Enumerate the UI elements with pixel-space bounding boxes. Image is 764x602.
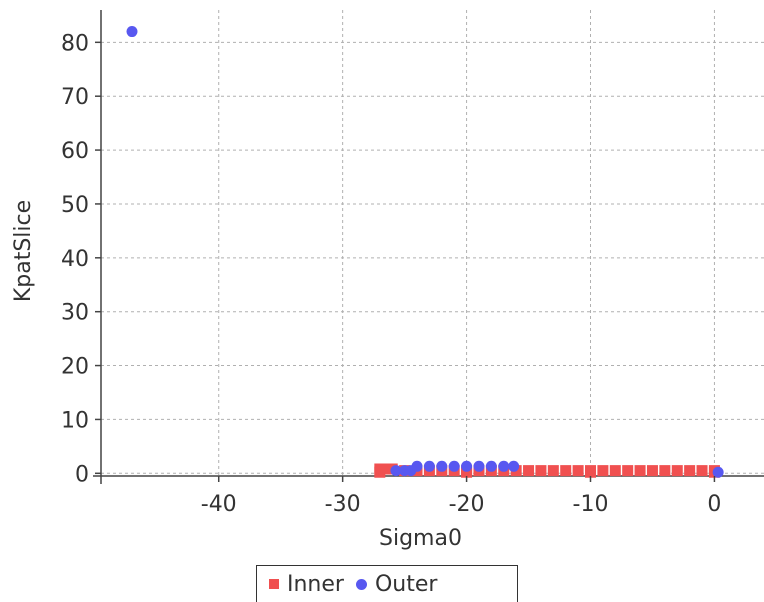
y-tick-label: 30 [61, 301, 89, 326]
y-tick-label: 60 [61, 139, 89, 164]
y-tick-label: 20 [61, 355, 89, 380]
inner-point [609, 465, 621, 477]
inner-point [696, 465, 708, 477]
inner-point [523, 465, 535, 477]
outer-point [473, 460, 485, 472]
x-tick-label: -10 [573, 492, 609, 517]
outer-point [498, 460, 510, 472]
inner-point [634, 465, 646, 477]
inner-point [461, 466, 473, 478]
inner-point [622, 465, 634, 477]
outer-point [436, 460, 448, 472]
data-series [126, 26, 724, 478]
legend-label-inner: Inner [287, 571, 344, 597]
outer-point [461, 460, 473, 472]
outer-point [485, 460, 497, 472]
y-tick-label: 50 [61, 193, 89, 218]
grid [101, 10, 764, 476]
y-tick-label: 70 [61, 85, 89, 110]
inner-point [659, 465, 671, 477]
inner-point [646, 465, 658, 477]
series-outer [126, 26, 724, 478]
x-tick-label: -30 [325, 492, 361, 517]
outer-point [126, 26, 138, 38]
inner-point [585, 466, 597, 478]
inner-point [572, 465, 584, 477]
inner-point [380, 463, 392, 475]
y-axis-title: KpatSlice [11, 200, 36, 302]
inner-point [547, 465, 559, 477]
axes [93, 10, 764, 484]
legend-entry-inner: Inner [269, 572, 344, 597]
x-tick-label: -20 [449, 492, 485, 517]
tick-labels: -40 -30 -20 -10 0 0 10 20 30 40 50 60 70 80 [61, 31, 721, 517]
outer-point [411, 460, 423, 472]
outer-point [390, 465, 402, 477]
y-tick-label: 0 [75, 462, 89, 487]
legend-entry-outer: Outer [355, 571, 438, 597]
outer-point [712, 466, 724, 478]
outer-point [448, 460, 460, 472]
outer-point [508, 460, 520, 472]
legend-label-outer: Outer [374, 571, 438, 597]
legend: Inner Outer [256, 565, 518, 602]
square-marker-icon [269, 579, 279, 589]
inner-point [671, 465, 683, 477]
x-tick-label: -40 [201, 492, 237, 517]
inner-point [535, 465, 547, 477]
inner-point [374, 466, 386, 478]
inner-point [684, 465, 696, 477]
y-tick-label: 40 [61, 247, 89, 272]
outer-point [423, 460, 435, 472]
x-tick-label: 0 [707, 492, 721, 517]
inner-point [560, 465, 572, 477]
x-axis-title: Sigma0 [379, 526, 462, 551]
inner-point [597, 465, 609, 477]
y-tick-label: 10 [61, 408, 89, 433]
y-tick-label: 80 [61, 31, 89, 56]
circle-marker-icon [355, 578, 367, 590]
